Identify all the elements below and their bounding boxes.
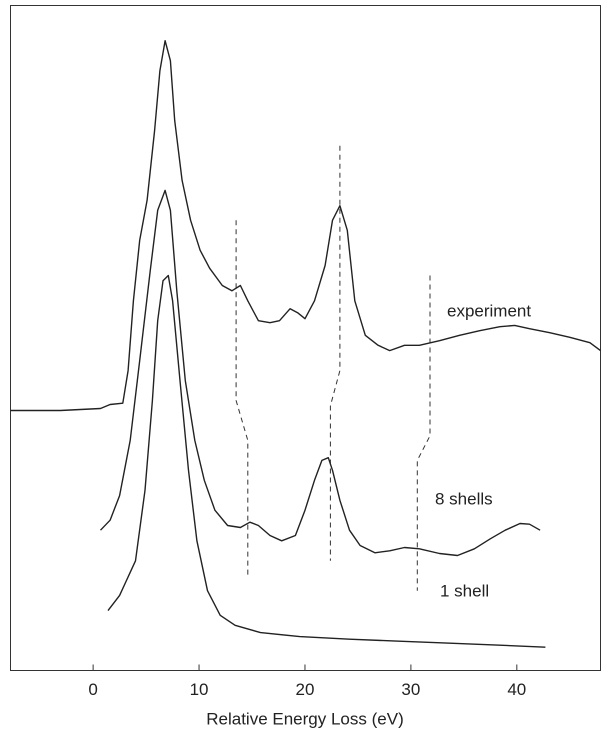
guide-line: [235, 220, 249, 576]
x-axis-label: Relative Energy Loss (eV): [206, 709, 403, 728]
guide-line: [329, 145, 341, 561]
line: [99, 189, 541, 557]
series-label: experiment: [447, 301, 531, 320]
line: [10, 40, 601, 412]
x-tick-label: 0: [88, 680, 97, 699]
series-label: 1 shell: [440, 581, 489, 600]
plot-frame: [10, 5, 601, 671]
series-label: 8 shells: [435, 489, 493, 508]
x-tick-label: 20: [296, 680, 315, 699]
x-tick-label: 30: [401, 680, 420, 699]
line: [107, 274, 546, 648]
x-tick-label: 40: [507, 680, 526, 699]
guide-line: [416, 275, 431, 591]
x-tick-label: 10: [190, 680, 209, 699]
